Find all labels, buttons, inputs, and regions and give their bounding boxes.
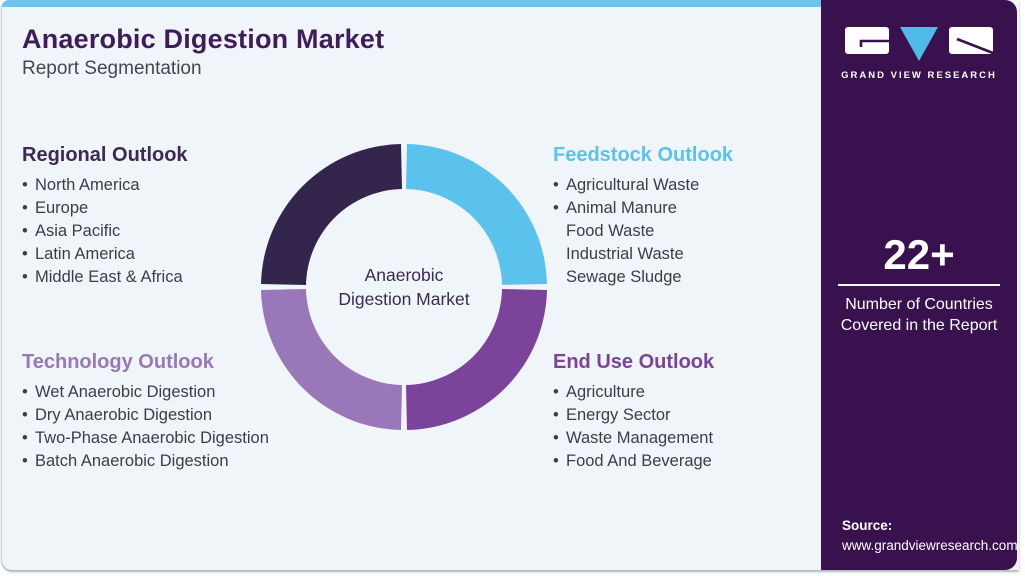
source-block: Source: www.grandviewresearch.com xyxy=(842,516,1018,556)
list-item: • North America xyxy=(22,174,262,197)
section-heading-regional: Regional Outlook xyxy=(22,144,188,166)
brand-sidebar: GRAND VIEW RESEARCH 22+ Number of Countr… xyxy=(821,0,1018,570)
page-title: Anaerobic Digestion Market xyxy=(22,24,385,54)
stat-value: 22+ xyxy=(883,231,955,278)
donut-chart-svg xyxy=(261,144,547,430)
list-item: • Latin America xyxy=(22,243,262,266)
list-item-label: Europe xyxy=(35,199,89,217)
top-accent-bar xyxy=(2,0,823,7)
bullet-icon: • xyxy=(22,383,28,401)
list-item-label: Industrial Waste xyxy=(566,245,684,263)
section-technology-outlook: Technology Outlook • Wet Anaerobic Digest… xyxy=(22,351,322,473)
technology-list: • Wet Anaerobic Digestion • Dry Anaerobic … xyxy=(22,381,322,473)
list-item: • Two-Phase Anaerobic Digestion xyxy=(22,427,322,450)
bullet-icon: • xyxy=(22,429,28,447)
list-item-label: Food Waste xyxy=(566,222,655,240)
list-item: •Food Waste xyxy=(553,220,803,243)
countries-stat: 22+ Number of Countries Covered in the R… xyxy=(821,232,1017,336)
list-item: • Food And Beverage xyxy=(553,450,803,473)
donut-center-label: Anaerobic Digestion Market xyxy=(309,192,499,382)
section-regional-outlook: Regional Outlook • North America • Europe … xyxy=(22,144,262,289)
list-item-label: Middle East & Africa xyxy=(35,268,183,286)
page-subtitle: Report Segmentation xyxy=(22,58,202,79)
list-item: • Waste Management xyxy=(553,427,803,450)
section-heading-technology: Technology Outlook xyxy=(22,351,214,373)
list-item-label: Batch Anaerobic Digestion xyxy=(35,452,229,470)
list-item: • Batch Anaerobic Digestion xyxy=(22,450,322,473)
bullet-icon: • xyxy=(553,452,559,470)
bullet-icon: • xyxy=(553,176,559,194)
list-item: •Sewage Sludge xyxy=(553,266,803,289)
source-label: Source: xyxy=(842,518,893,533)
source-url: www.grandviewresearch.com xyxy=(842,538,1018,553)
list-item: • Middle East & Africa xyxy=(22,266,262,289)
donut-segment-regional xyxy=(261,144,402,285)
stat-divider xyxy=(838,284,1000,286)
list-item: • Wet Anaerobic Digestion xyxy=(22,381,322,404)
list-item-label: Agricultural Waste xyxy=(566,176,700,194)
list-item-label: Agriculture xyxy=(566,383,645,401)
list-item-label: North America xyxy=(35,176,140,194)
bullet-icon: • xyxy=(553,429,559,447)
list-item-label: Energy Sector xyxy=(566,406,671,424)
feedstock-list: • Agricultural Waste • Animal Manure •Food… xyxy=(553,174,803,289)
bullet-icon: • xyxy=(22,406,28,424)
donut-segment-feedstock xyxy=(406,144,547,285)
list-item: • Agricultural Waste xyxy=(553,174,803,197)
section-enduse-outlook: End Use Outlook • Agriculture • Energy Sec… xyxy=(553,351,803,473)
bullet-icon: • xyxy=(22,268,28,286)
list-item-label: Sewage Sludge xyxy=(566,268,682,286)
donut-chart: Anaerobic Digestion Market xyxy=(259,142,549,432)
list-item-label: Waste Management xyxy=(566,429,714,447)
list-item: • Animal Manure xyxy=(553,197,803,220)
bullet-icon: • xyxy=(22,176,28,194)
list-item: • Energy Sector xyxy=(553,404,803,427)
list-item-label: Latin America xyxy=(35,245,135,263)
list-item: • Europe xyxy=(22,197,262,220)
donut-segment-enduse xyxy=(406,289,547,430)
bullet-icon: • xyxy=(553,199,559,217)
section-heading-feedstock: Feedstock Outlook xyxy=(553,144,734,166)
list-item-label: Animal Manure xyxy=(566,199,677,217)
section-heading-enduse: End Use Outlook xyxy=(553,351,715,373)
list-item-label: Two-Phase Anaerobic Digestion xyxy=(35,429,269,447)
list-item: • Dry Anaerobic Digestion xyxy=(22,404,322,427)
list-item-label: Food And Beverage xyxy=(566,452,712,470)
bullet-icon: • xyxy=(22,199,28,217)
donut-center-line1: Anaerobic xyxy=(364,265,444,285)
stat-label: Number of Countries Covered in the Repor… xyxy=(840,296,998,334)
gvr-logo-icon xyxy=(845,27,994,61)
brand-name: GRAND VIEW RESEARCH xyxy=(841,70,997,81)
donut-segment-technology xyxy=(261,289,402,430)
list-item-label: Asia Pacific xyxy=(35,222,121,240)
list-item: • Asia Pacific xyxy=(22,220,262,243)
list-item: • Agriculture xyxy=(553,381,803,404)
gvr-logo: GRAND VIEW RESEARCH xyxy=(821,24,1017,81)
list-item-label: Wet Anaerobic Digestion xyxy=(35,383,216,401)
donut-center-line2: Digestion Market xyxy=(338,289,470,309)
bullet-icon: • xyxy=(22,245,28,263)
section-feedstock-outlook: Feedstock Outlook • Agricultural Waste • A… xyxy=(553,144,803,289)
regional-list: • North America • Europe • Asia Pacific • La… xyxy=(22,174,262,289)
bullet-icon: • xyxy=(553,406,559,424)
enduse-list: • Agriculture • Energy Sector • Waste Manag… xyxy=(553,381,803,473)
bullet-icon: • xyxy=(22,222,28,240)
list-item-label: Dry Anaerobic Digestion xyxy=(35,406,213,424)
list-item: •Industrial Waste xyxy=(553,243,803,266)
bullet-icon: • xyxy=(553,383,559,401)
bullet-icon: • xyxy=(22,452,28,470)
